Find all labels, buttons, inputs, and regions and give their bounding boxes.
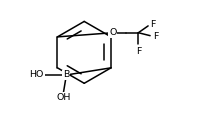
Text: F: F [153, 32, 158, 41]
Text: F: F [136, 47, 141, 56]
Text: OH: OH [56, 93, 71, 102]
Text: F: F [150, 20, 156, 29]
Text: HO: HO [29, 70, 44, 79]
Text: B: B [63, 70, 70, 79]
Text: O: O [109, 28, 116, 37]
